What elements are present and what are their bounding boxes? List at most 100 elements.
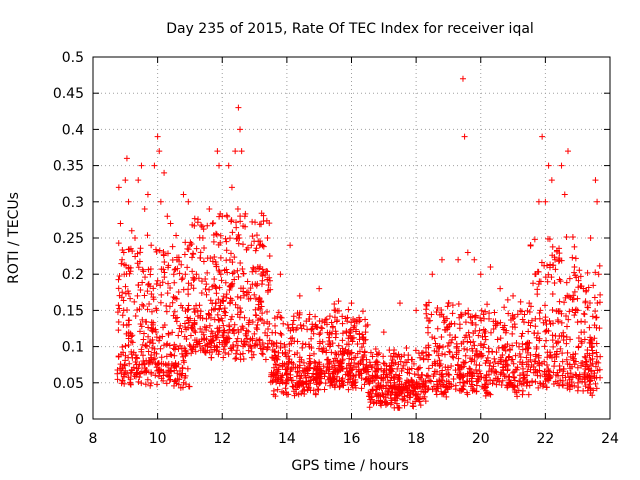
scatter-point bbox=[509, 330, 516, 337]
scatter-point bbox=[272, 393, 279, 400]
scatter-point bbox=[393, 400, 400, 407]
scatter-point bbox=[413, 307, 420, 314]
scatter-point bbox=[471, 256, 478, 263]
scatter-point bbox=[570, 355, 577, 362]
scatter-point bbox=[426, 317, 433, 324]
scatter-point bbox=[453, 344, 460, 351]
scatter-point bbox=[431, 371, 438, 378]
scatter-point bbox=[509, 342, 516, 349]
scatter-point bbox=[489, 380, 496, 387]
scatter-point bbox=[331, 300, 338, 307]
scatter-point bbox=[347, 375, 354, 382]
scatter-point bbox=[185, 246, 192, 253]
scatter-point bbox=[219, 341, 226, 348]
scatter-point bbox=[291, 351, 298, 358]
scatter-point bbox=[410, 388, 417, 395]
scatter-point bbox=[339, 337, 346, 344]
scatter-point bbox=[152, 372, 159, 379]
scatter-point bbox=[132, 313, 139, 320]
scatter-point bbox=[229, 259, 236, 266]
scatter-point bbox=[581, 369, 588, 376]
scatter-point bbox=[411, 371, 418, 378]
scatter-point bbox=[587, 386, 594, 393]
scatter-point bbox=[139, 316, 146, 323]
scatter-point bbox=[134, 292, 141, 299]
scatter-point bbox=[169, 243, 176, 250]
scatter-point bbox=[161, 274, 168, 281]
scatter-point bbox=[235, 273, 242, 280]
scatter-point bbox=[497, 285, 504, 292]
scatter-point bbox=[502, 357, 509, 364]
scatter-point bbox=[483, 377, 490, 384]
scatter-point bbox=[331, 368, 338, 375]
scatter-point bbox=[189, 325, 196, 332]
scatter-point bbox=[533, 345, 540, 352]
scatter-point bbox=[142, 274, 149, 281]
scatter-point bbox=[510, 360, 517, 367]
scatter-point bbox=[464, 378, 471, 385]
scatter-point bbox=[520, 365, 527, 372]
scatter-point bbox=[569, 382, 576, 389]
scatter-point bbox=[553, 248, 560, 255]
scatter-point bbox=[490, 326, 497, 333]
scatter-point bbox=[114, 309, 121, 316]
scatter-point bbox=[223, 339, 230, 346]
scatter-point bbox=[586, 339, 593, 346]
scatter-point bbox=[176, 325, 183, 332]
scatter-point bbox=[165, 331, 172, 338]
scatter-point bbox=[266, 274, 273, 281]
scatter-point bbox=[551, 254, 558, 261]
scatter-point bbox=[452, 367, 459, 374]
scatter-point bbox=[516, 343, 523, 350]
scatter-point bbox=[269, 371, 276, 378]
scatter-point bbox=[223, 247, 230, 254]
y-tick-label: 0.25 bbox=[53, 231, 84, 247]
scatter-point bbox=[245, 321, 252, 328]
scatter-point bbox=[331, 314, 338, 321]
scatter-point bbox=[226, 287, 233, 294]
scatter-point bbox=[249, 319, 256, 326]
scatter-point bbox=[449, 353, 456, 360]
scatter-point bbox=[500, 364, 507, 371]
scatter-point bbox=[163, 380, 170, 387]
scatter-point bbox=[122, 357, 129, 364]
scatter-point bbox=[213, 231, 220, 238]
scatter-point bbox=[464, 249, 471, 256]
scatter-point bbox=[154, 361, 161, 368]
scatter-point bbox=[535, 198, 542, 205]
scatter-point bbox=[597, 291, 604, 298]
scatter-point bbox=[310, 330, 317, 337]
scatter-point bbox=[237, 218, 244, 225]
scatter-point bbox=[398, 381, 405, 388]
scatter-point bbox=[182, 239, 189, 246]
scatter-point bbox=[250, 264, 257, 271]
scatter-point bbox=[138, 348, 145, 355]
scatter-point bbox=[213, 263, 220, 270]
scatter-point bbox=[468, 373, 475, 380]
scatter-point bbox=[228, 184, 235, 191]
scatter-point bbox=[538, 259, 545, 266]
scatter-point bbox=[116, 305, 123, 312]
scatter-point bbox=[339, 357, 346, 364]
scatter-point bbox=[452, 386, 459, 393]
scatter-point bbox=[159, 279, 166, 286]
scatter-point bbox=[254, 321, 261, 328]
scatter-point bbox=[425, 365, 432, 372]
scatter-point bbox=[481, 329, 488, 336]
scatter-point bbox=[277, 271, 284, 278]
scatter-point bbox=[148, 291, 155, 298]
scatter-point bbox=[498, 381, 505, 388]
scatter-point bbox=[118, 380, 125, 387]
scatter-point bbox=[320, 363, 327, 370]
scatter-point bbox=[269, 378, 276, 385]
scatter-point bbox=[481, 341, 488, 348]
scatter-point bbox=[482, 387, 489, 394]
scatter-point bbox=[563, 340, 570, 347]
scatter-point bbox=[184, 306, 191, 313]
scatter-point bbox=[270, 372, 277, 379]
scatter-point bbox=[374, 351, 381, 358]
scatter-point bbox=[564, 323, 571, 330]
y-tick-label: 0.1 bbox=[62, 340, 84, 356]
scatter-point bbox=[240, 292, 247, 299]
